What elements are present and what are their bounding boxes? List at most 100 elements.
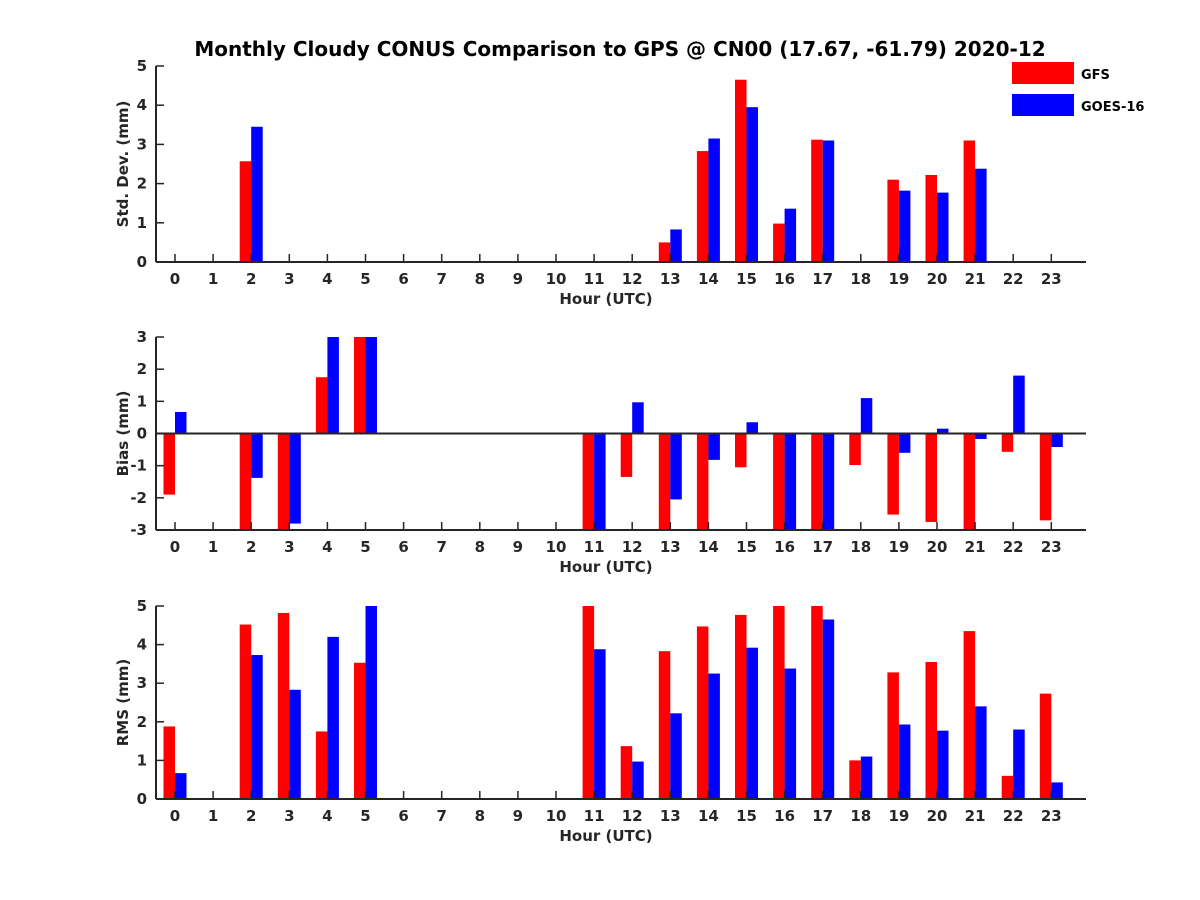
bias-bar-goes16-hour-11 [594,433,606,530]
rms-bar-gfs-hour-16 [773,606,785,799]
bias-x-tick-label: 15 [736,538,757,556]
bias-bar-goes16-hour-5 [365,337,377,434]
bias-bar-gfs-hour-15 [735,433,747,468]
rms-y-tick-label: 2 [137,713,147,731]
bias-bar-gfs-hour-0 [163,433,175,495]
rms-bar-goes16-hour-17 [822,619,835,799]
std-dev-y-tick-label: 4 [137,96,147,114]
bias-x-tick-label: 7 [436,538,446,556]
bias-bar-goes16-hour-15 [746,422,758,434]
rms-x-tick-label: 16 [774,807,795,825]
legend: GFS GOES-16 [1012,62,1144,116]
bias-bar-gfs-hour-11 [582,433,595,530]
rms-y-axis-label: RMS (mm) [114,659,132,746]
bias-x-tick-label: 17 [812,538,833,556]
std-dev-x-tick-label: 0 [170,270,180,288]
bias-x-tick-label: 21 [965,538,986,556]
std-dev-x-tick-label: 6 [398,270,408,288]
std-dev-bar-goes16-hour-15 [746,107,758,262]
bias-bar-goes16-hour-21 [975,433,987,439]
std-dev-y-tick-label: 2 [137,175,147,193]
legend-label-gfs: GFS [1081,68,1110,83]
rms-x-tick-label: 11 [584,807,605,825]
bias-bar-goes16-hour-13 [670,433,682,500]
rms-bar-gfs-hour-14 [696,626,709,799]
rms-x-tick-label: 4 [322,807,332,825]
std-dev-bar-gfs-hour-17 [811,139,823,262]
rms-x-tick-label: 1 [208,807,218,825]
std-dev-y-tick-label: 3 [137,135,147,153]
std-dev-x-tick-label: 1 [208,270,218,288]
bias-bar-gfs-hour-17 [811,433,823,530]
bias-bar-gfs-hour-19 [887,433,899,515]
rms-x-tick-label: 22 [1003,807,1024,825]
bias-x-tick-label: 14 [698,538,719,556]
std-dev-y-tick-label: 1 [137,214,147,232]
std-dev-bar-goes16-hour-19 [898,190,911,262]
rms-bar-gfs-hour-15 [735,614,747,799]
rms-bar-gfs-hour-5 [354,662,366,799]
rms-bar-goes16-hour-16 [784,668,797,799]
rms-bar-goes16-hour-14 [708,673,720,799]
rms-x-tick-label: 17 [812,807,833,825]
std-dev-bar-gfs-hour-21 [963,140,976,262]
bias-bar-goes16-hour-12 [632,402,644,434]
bias-bar-gfs-hour-4 [315,377,328,434]
rms-bar-goes16-hour-20 [937,730,949,799]
std-dev-x-tick-label: 5 [360,270,370,288]
std-dev-bar-gfs-hour-16 [773,223,785,262]
bias-y-tick-label: 0 [137,425,147,443]
std-dev-x-tick-label: 20 [927,270,948,288]
rms-x-tick-label: 2 [246,807,256,825]
std-dev-x-tick-label: 23 [1041,270,1062,288]
std-dev-x-tick-label: 18 [850,270,871,288]
std-dev-x-tick-label: 13 [660,270,681,288]
rms-bar-goes16-hour-19 [898,724,911,799]
rms-bar-goes16-hour-12 [632,761,644,799]
std-dev-bar-goes16-hour-14 [708,138,720,262]
bias-bar-goes16-hour-17 [822,433,835,530]
std-dev-x-tick-label: 12 [622,270,643,288]
rms-x-tick-label: 5 [360,807,370,825]
rms-y-tick-label: 3 [137,674,147,692]
rms-x-axis-label: Hour (UTC) [559,827,652,845]
rms-bar-goes16-hour-11 [594,649,606,799]
std-dev-x-tick-label: 22 [1003,270,1024,288]
rms-x-tick-label: 8 [475,807,485,825]
bias-x-tick-label: 13 [660,538,681,556]
rms-bar-goes16-hour-5 [365,606,377,799]
rms-bar-gfs-hour-22 [1001,775,1014,799]
rms-bar-gfs-hour-21 [963,631,976,799]
bias-bar-goes16-hour-3 [289,433,301,524]
bias-bar-gfs-hour-14 [696,433,709,530]
bias-y-tick-label: -3 [130,521,147,539]
rms-x-tick-label: 7 [436,807,446,825]
rms-bar-gfs-hour-18 [849,760,861,799]
bias-y-tick-label: -2 [130,489,147,507]
std-dev-x-tick-label: 7 [436,270,446,288]
std-dev-x-tick-label: 16 [774,270,795,288]
bias-x-tick-label: 22 [1003,538,1024,556]
rms-x-tick-label: 19 [888,807,909,825]
std-dev-bar-gfs-hour-13 [658,242,671,262]
rms-bar-gfs-hour-11 [582,606,595,799]
rms-bar-goes16-hour-2 [251,655,263,799]
std-dev-y-tick-label: 0 [137,253,147,271]
bias-bar-gfs-hour-5 [354,337,366,434]
rms-bar-gfs-hour-17 [811,606,823,799]
rms-x-tick-label: 15 [736,807,757,825]
bias-bar-goes16-hour-14 [708,433,720,460]
std-dev-bar-gfs-hour-20 [925,174,937,262]
rms-bar-gfs-hour-0 [163,726,175,799]
bias-x-tick-label: 20 [927,538,948,556]
rms-x-tick-label: 23 [1041,807,1062,825]
std-dev-x-tick-label: 4 [322,270,332,288]
bias-x-tick-label: 16 [774,538,795,556]
std-dev-bar-goes16-hour-16 [784,208,797,262]
rms-bar-goes16-hour-0 [175,773,187,799]
bias-x-tick-label: 5 [360,538,370,556]
bias-bar-gfs-hour-12 [620,433,633,477]
rms-x-tick-label: 0 [170,807,180,825]
bias-bar-goes16-hour-0 [175,411,187,434]
